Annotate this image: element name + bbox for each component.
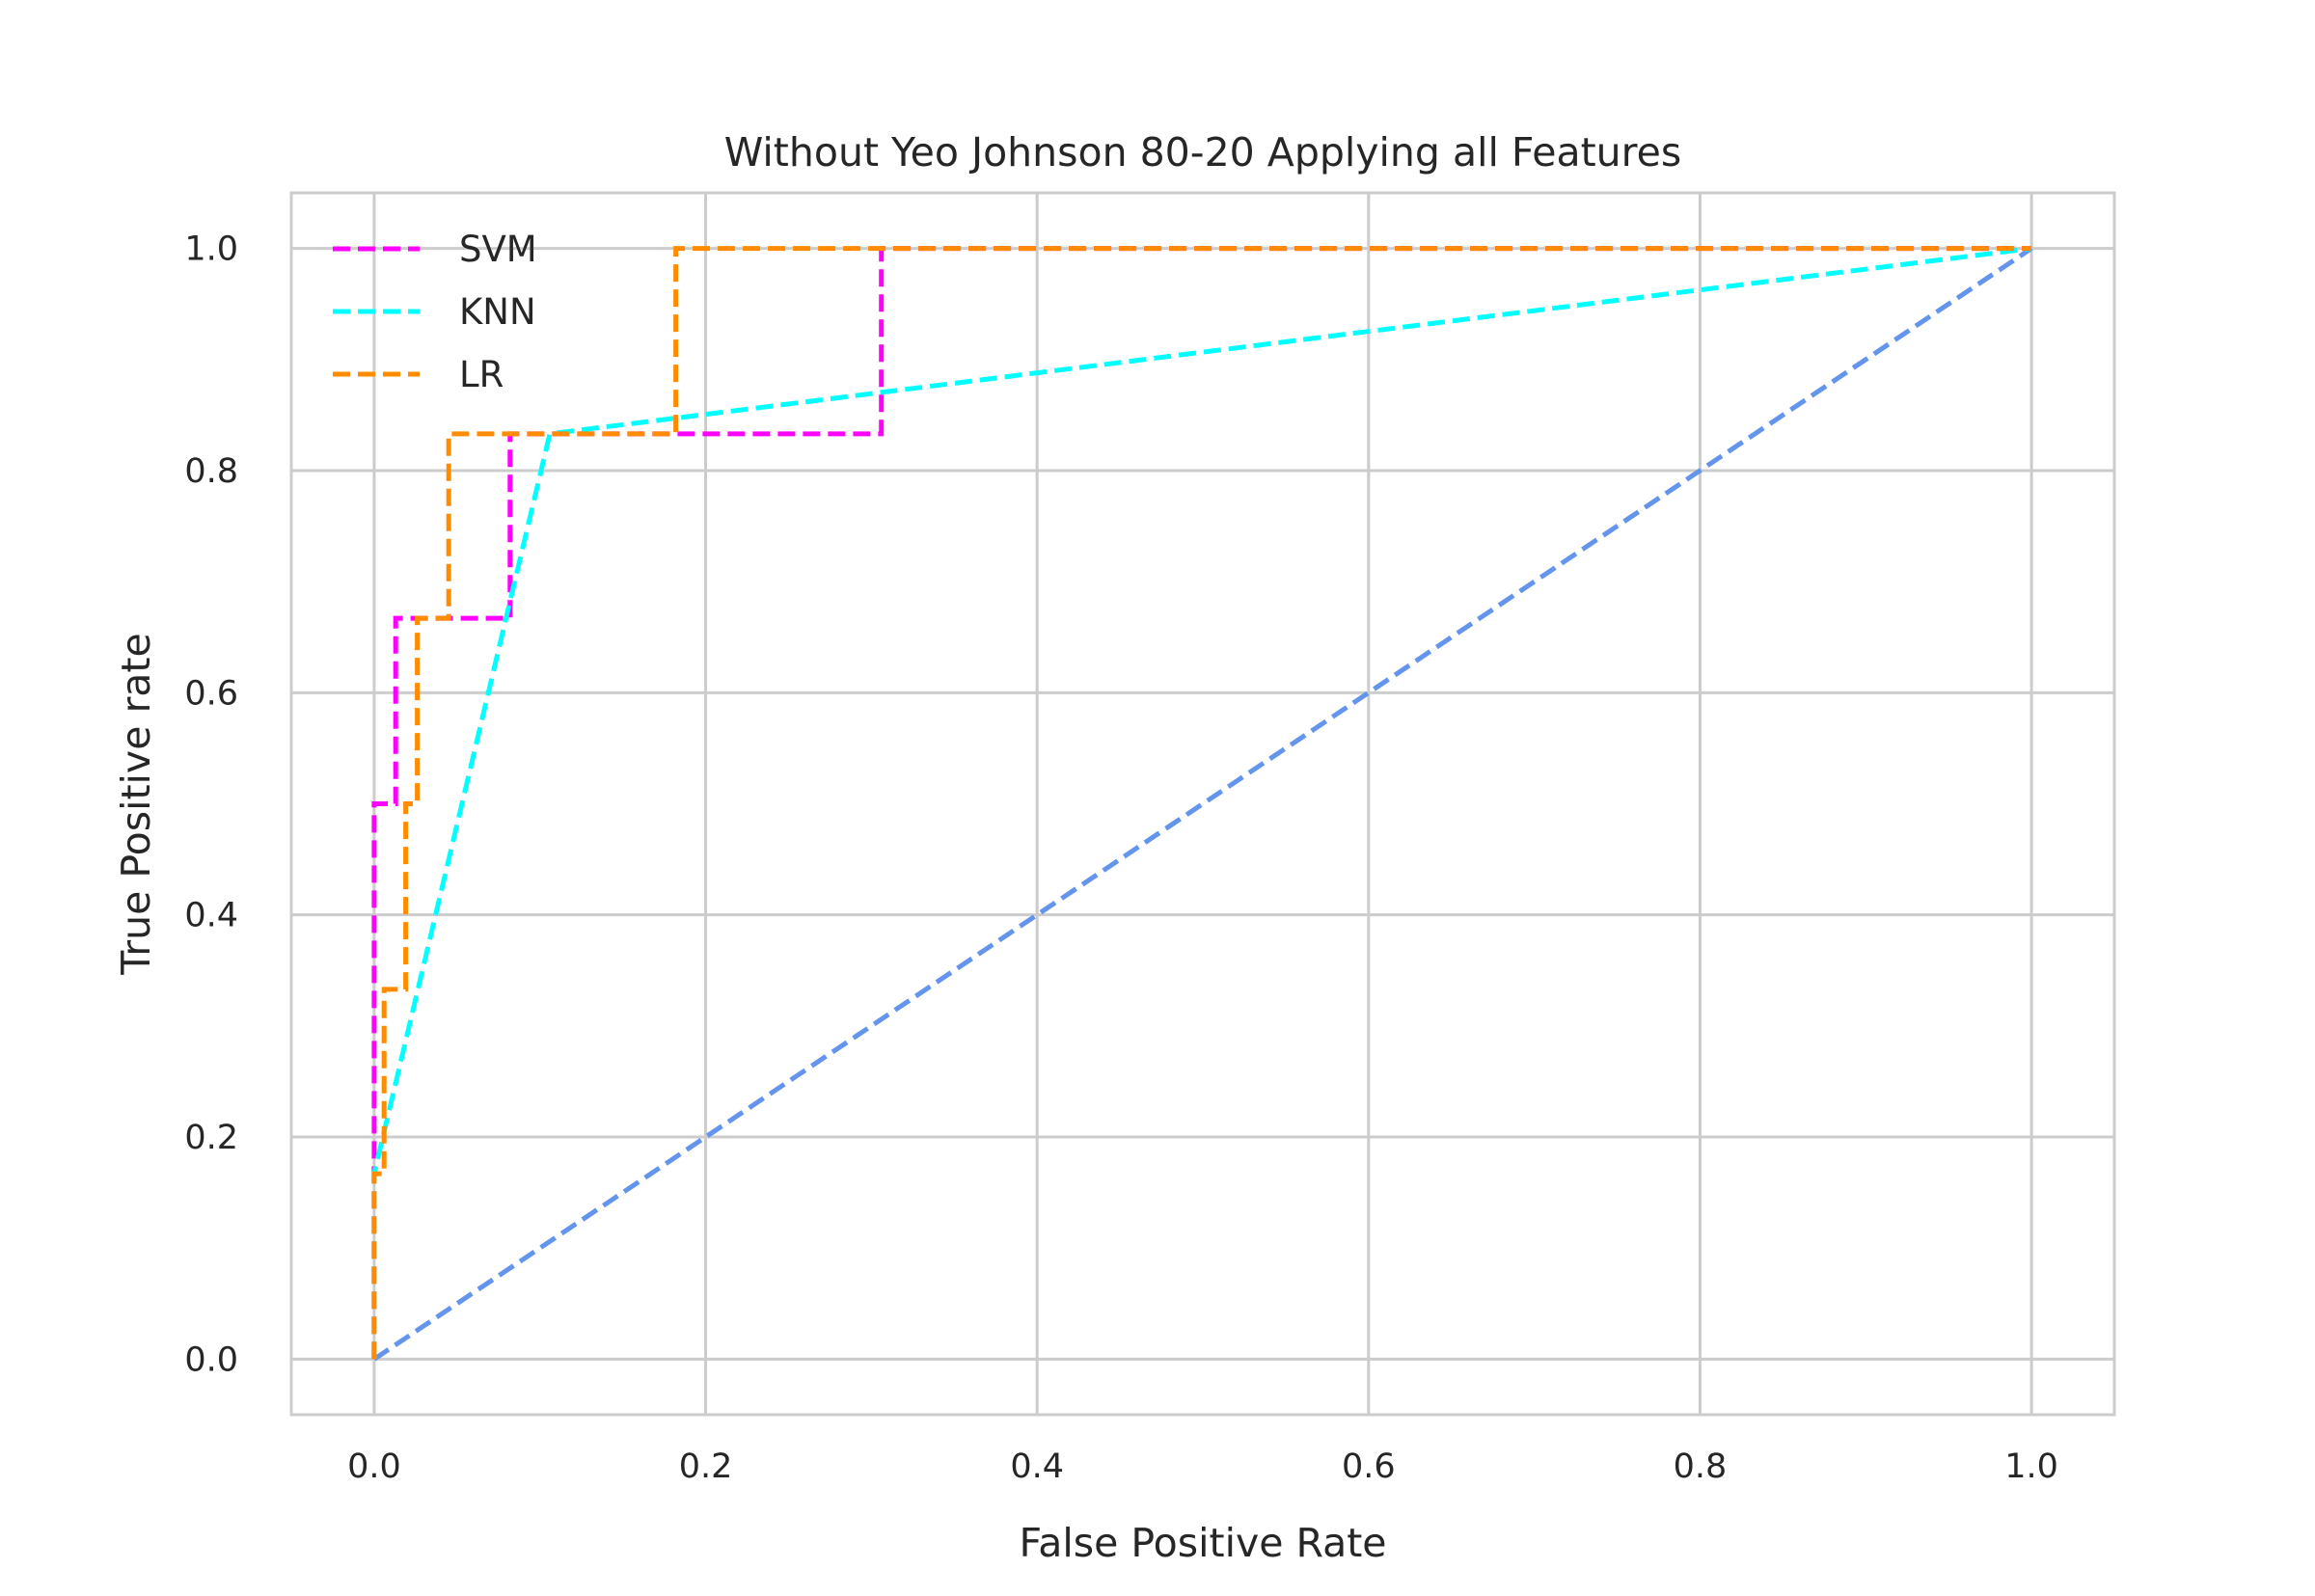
legend-label-svm: SVM (459, 229, 537, 270)
y-tick-label: 0.8 (184, 452, 238, 491)
legend-label-knn: KNN (459, 291, 536, 333)
legend-label-lr: LR (459, 354, 504, 395)
y-tick-label: 0.4 (184, 897, 238, 935)
plot-frame (289, 191, 2116, 1417)
x-tick-label: 0.8 (1674, 1447, 1728, 1486)
series-layer (371, 246, 2033, 1362)
series-line-svm (371, 246, 2032, 1360)
x-tick-label: 0.2 (679, 1447, 733, 1486)
legend: SVM KNN LR (333, 229, 537, 395)
y-tick-label: 0.0 (184, 1340, 238, 1379)
x-tick-label: 0.0 (347, 1447, 401, 1486)
series-line-knn (371, 246, 2032, 1360)
y-axis-label: True Positive rate (113, 633, 159, 976)
y-tick-label: 0.2 (184, 1119, 238, 1157)
x-tick-label: 0.4 (1010, 1447, 1064, 1486)
x-axis-label: False Positive Rate (1019, 1520, 1386, 1566)
chart-title: Without Yeo Johnson 80-20 Applying all F… (724, 129, 1681, 176)
series-line-reference-diagonal (372, 246, 2033, 1362)
tick-labels: 0.0 0.2 0.4 0.6 0.8 1.0 0.0 0.2 0.4 0.6 0.8 1.0 (184, 230, 2058, 1486)
grid (291, 193, 2114, 1415)
y-tick-label: 0.6 (184, 674, 238, 713)
x-tick-label: 0.6 (1342, 1447, 1396, 1486)
x-tick-label: 1.0 (2004, 1447, 2058, 1486)
y-tick-label: 1.0 (184, 230, 238, 269)
